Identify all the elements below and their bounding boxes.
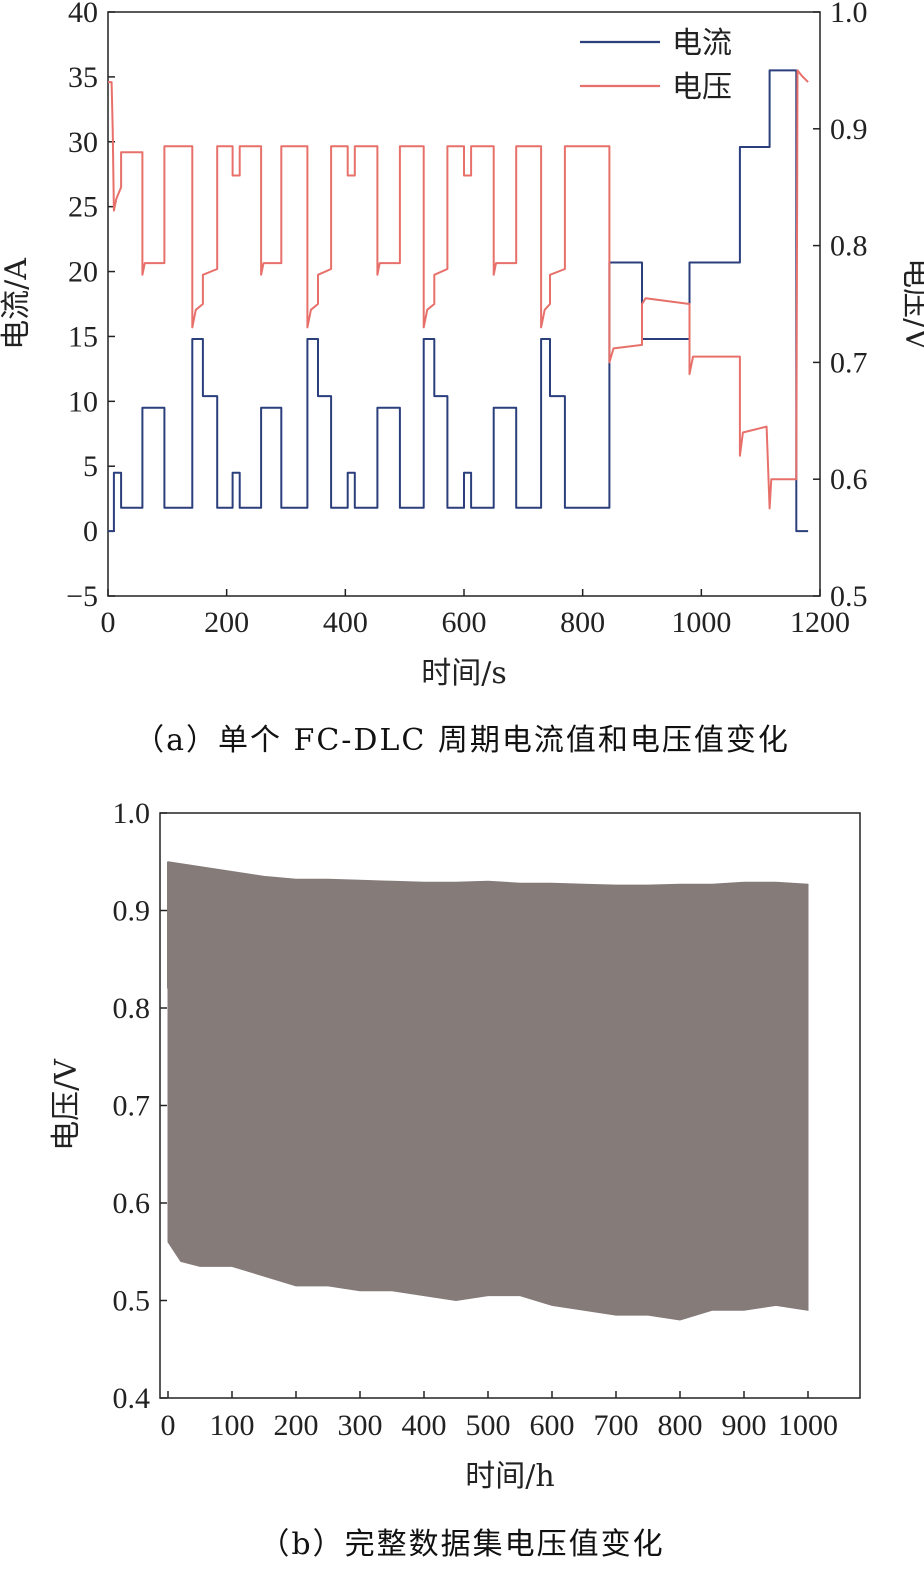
x-tick-label: 1200 [790,606,850,639]
y-tick-label: 1.0 [113,797,151,830]
x-tick-label: 0 [161,1409,176,1442]
chart-a-y2-ticks: 0.5 0.6 0.7 0.8 0.9 1.0 [813,0,868,613]
chart-a: 0 200 400 600 800 1000 1200 −50510152025303540… [0,0,924,758]
x-tick-label: 1000 [671,606,731,639]
y-tick-label: 25 [68,191,98,224]
chart-b-caption: （b）完整数据集电压值变化 [259,1527,664,1562]
y2-tick-label: 1.0 [830,0,868,29]
x-tick-label: 700 [594,1409,639,1442]
y-tick-label: 0 [83,515,98,548]
x-tick-label: 0 [101,606,116,639]
legend-voltage-label: 电压 [672,70,732,105]
chart-b-x-axis-label: 时间/h [465,1459,554,1494]
x-tick-label: 400 [323,606,368,639]
y2-tick-label: 0.8 [830,230,868,263]
chart-a-series [108,69,809,533]
x-tick-label: 800 [560,606,605,639]
y-tick-label: 40 [68,0,98,29]
y-tick-label: 0.8 [113,992,151,1025]
chart-b-y-axis-label: 电压/V [49,1058,84,1151]
series-line-voltage [108,69,809,510]
y-tick-label: 20 [68,256,98,289]
x-tick-label: 200 [204,606,249,639]
chart-a-x-ticks: 0 200 400 600 800 1000 1200 [101,589,850,639]
y2-tick-label: 0.7 [830,346,868,379]
x-tick-label: 600 [442,606,487,639]
y-tick-label: 10 [68,385,98,418]
chart-b-y-ticks: 0.4 0.5 0.6 0.7 0.8 0.9 1.0 [113,797,167,1415]
chart-a-y-ticks: −5 0 5 10 15 20 25 30 35 40 [66,0,115,613]
y-tick-label: 5 [83,450,98,483]
chart-a-x-axis-label: 时间/s [421,656,507,691]
voltage-envelope-area [167,861,809,1321]
y-tick-label: 15 [68,320,98,353]
x-tick-label: 800 [658,1409,703,1442]
y2-tick-label: 0.5 [830,580,868,613]
chart-a-legend: 电流 电压 [580,26,732,105]
x-tick-label: 600 [530,1409,575,1442]
series-line-current [108,69,809,533]
x-tick-label: 500 [466,1409,511,1442]
chart-a-y-axis-label: 电流/A [0,258,34,350]
chart-a-y2-axis-label: 电压/V [898,258,924,351]
y-tick-label: 0.5 [113,1285,151,1318]
chart-b-x-ticks: 0 100 200 300 400 500 600 700 800 900 1000 [161,1391,838,1442]
chart-b-area-series [167,861,809,1321]
y2-tick-label: 0.9 [830,113,868,146]
y2-tick-label: 0.6 [830,463,868,496]
chart-b: 0 100 200 300 400 500 600 700 800 900 1000 0.40.50… [49,797,861,1562]
y-tick-label: 0.4 [113,1382,151,1415]
y-tick-label: 35 [68,61,98,94]
y-tick-label: −5 [66,580,98,613]
y-tick-label: 0.7 [113,1090,151,1123]
chart-a-caption: （a）单个 FC-DLC 周期电流值和电压值变化 [134,723,790,758]
y-tick-label: 30 [68,126,98,159]
y-tick-label: 0.6 [113,1187,151,1220]
x-tick-label: 900 [722,1409,767,1442]
x-tick-label: 400 [402,1409,447,1442]
x-tick-label: 200 [274,1409,319,1442]
x-tick-label: 100 [210,1409,255,1442]
x-tick-label: 1000 [778,1409,838,1442]
y-tick-label: 0.9 [113,895,151,928]
legend-current-label: 电流 [672,26,732,61]
x-tick-label: 300 [338,1409,383,1442]
